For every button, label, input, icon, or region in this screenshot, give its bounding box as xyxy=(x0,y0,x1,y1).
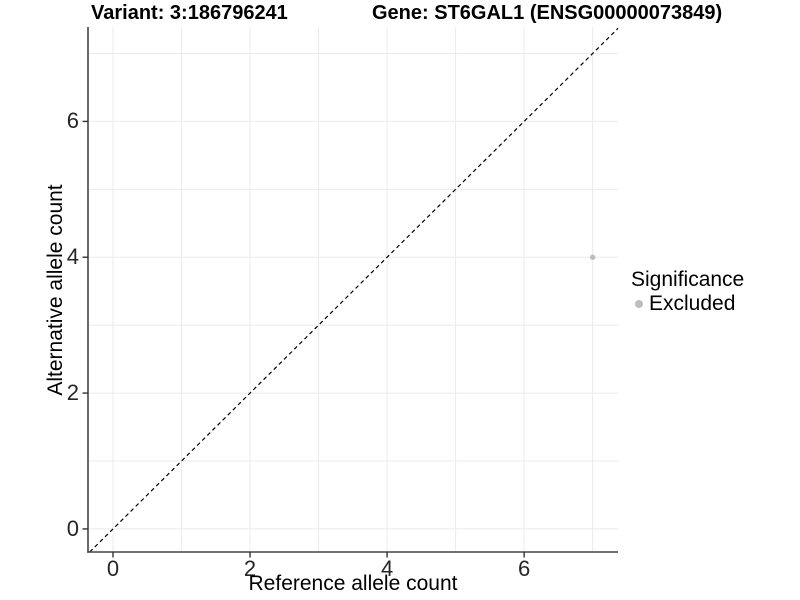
y-tick-label: 2 xyxy=(66,380,79,406)
y-axis-title: Alternative allele count xyxy=(44,184,67,396)
legend: Significance Excluded xyxy=(631,269,744,315)
excluded-point-icon xyxy=(635,300,643,308)
y-tick-label: 4 xyxy=(66,244,79,270)
identity-line xyxy=(89,27,619,553)
legend-title: Significance xyxy=(631,268,745,291)
x-tick-label: 2 xyxy=(243,556,257,581)
x-tick-label: 4 xyxy=(380,556,394,581)
y-tick-label: 6 xyxy=(66,108,79,134)
x-tick-label: 0 xyxy=(106,556,120,581)
variant-title: Variant: 3:186796241 xyxy=(91,2,288,24)
y-tick-label: 0 xyxy=(66,515,79,541)
gene-title: Gene: ST6GAL1 (ENSG00000073849) xyxy=(372,2,723,24)
legend-item-excluded: Excluded xyxy=(631,293,744,315)
x-tick-label: 6 xyxy=(518,556,531,581)
legend-item-label: Excluded xyxy=(649,292,736,315)
data-point xyxy=(589,254,596,260)
x-axis-title: Reference allele count xyxy=(248,572,458,595)
